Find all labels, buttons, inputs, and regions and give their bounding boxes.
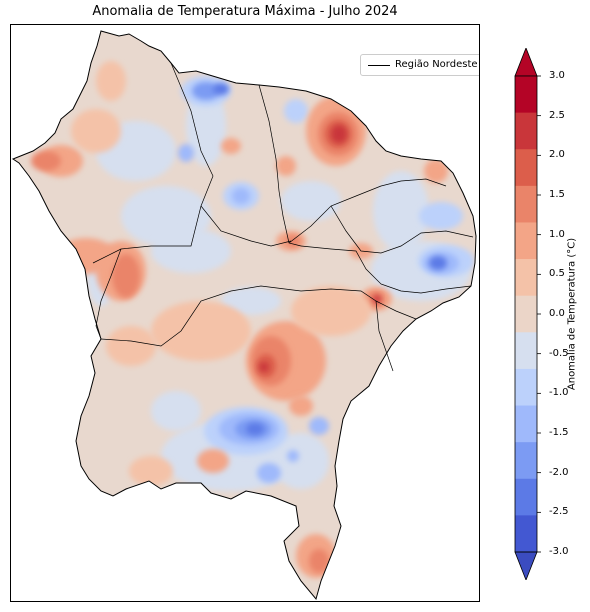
colorbar-segment (515, 368, 537, 407)
colorbar-segment (515, 405, 537, 443)
anomaly-contour (257, 463, 281, 483)
colorbar-tick-label: 1.5 (549, 189, 565, 200)
anomaly-contour (232, 188, 250, 204)
colorbar-tick-label: 1.0 (549, 228, 565, 240)
state-border (200, 205, 292, 247)
anomaly-map (11, 30, 477, 601)
anomaly-contour (309, 417, 329, 435)
anomaly-contour (151, 229, 231, 273)
anomaly-contour (284, 99, 308, 123)
anomaly-contour (178, 144, 194, 162)
anomaly-contour (419, 202, 463, 230)
state-border (288, 178, 447, 244)
colorbar-segment (515, 222, 537, 260)
colorbar-segment (515, 149, 537, 187)
anomaly-contour (186, 86, 226, 166)
colorbar-segment (515, 515, 537, 553)
anomaly-contour (213, 83, 229, 95)
anomaly-contour (151, 301, 251, 361)
region-outline (11, 30, 477, 601)
anomaly-contour (71, 109, 121, 153)
colorbar-tick-label: 0.5 (549, 268, 565, 280)
anomaly-contour (309, 549, 329, 573)
anomaly-contour (273, 433, 329, 489)
colorbar-tick-label: 2.5 (549, 109, 565, 121)
anomaly-contour (221, 138, 241, 154)
anomaly-contour (129, 456, 173, 486)
anomaly-contour (289, 396, 313, 416)
anomaly-contour (276, 156, 296, 176)
colorbar-extend-top (514, 48, 538, 77)
map-frame: Região Nordeste (10, 24, 480, 602)
anomaly-contour (31, 151, 61, 171)
state-border (375, 300, 394, 372)
colorbar-segment (515, 332, 537, 370)
anomaly-contour (373, 295, 381, 303)
anomaly-contour (246, 423, 264, 435)
anomaly-contour (281, 181, 341, 221)
anomaly-contour (96, 61, 126, 101)
colorbar-segment (515, 76, 537, 114)
anomaly-contour (286, 235, 300, 247)
legend-label: Região Nordeste (395, 59, 478, 70)
anomaly-contour (373, 171, 429, 251)
anomaly-contour (424, 159, 448, 183)
anomaly-contour (429, 256, 447, 270)
state-border (100, 285, 377, 347)
map-legend: Região Nordeste (360, 54, 479, 76)
legend-line-swatch (368, 65, 390, 66)
anomaly-contour (192, 82, 220, 100)
state-border (330, 205, 474, 254)
anomaly-contour (287, 450, 299, 462)
state-border (300, 245, 472, 294)
colorbar-tick-label: -1.5 (549, 427, 569, 438)
colorbar-label: Anomalia de Temperatura (°C) (566, 237, 578, 391)
anomaly-contour (151, 391, 201, 431)
colorbar-tick-label: -2.0 (549, 466, 569, 478)
colorbar-segment (515, 259, 537, 297)
colorbar-segment (515, 478, 537, 516)
anomaly-contour (197, 449, 229, 473)
colorbar-tick-label: 0.0 (549, 308, 565, 319)
colorbar-segment (515, 112, 537, 150)
colorbar-tick-label: -2.5 (549, 506, 569, 518)
map-title: Anomalia de Temperatura Máxima - Julho 2… (92, 4, 398, 19)
state-border (95, 248, 122, 340)
anomaly-contour (221, 287, 281, 315)
colorbar-tick-label: 3.0 (549, 70, 565, 81)
colorbar-segment (515, 295, 537, 333)
anomaly-contour (106, 326, 156, 366)
state-border (375, 300, 417, 320)
colorbar-segment (515, 185, 537, 223)
anomaly-contour (112, 254, 140, 298)
colorbar-tick-label: 2.0 (549, 149, 565, 161)
colorbar-extend-bottom (514, 551, 538, 580)
anomaly-contour (331, 125, 347, 143)
colorbar (514, 48, 541, 580)
colorbar-tick-label: -3.0 (549, 546, 569, 557)
colorbar-segment (515, 442, 537, 480)
anomaly-contour (259, 362, 269, 372)
anomaly-contour (291, 286, 371, 336)
